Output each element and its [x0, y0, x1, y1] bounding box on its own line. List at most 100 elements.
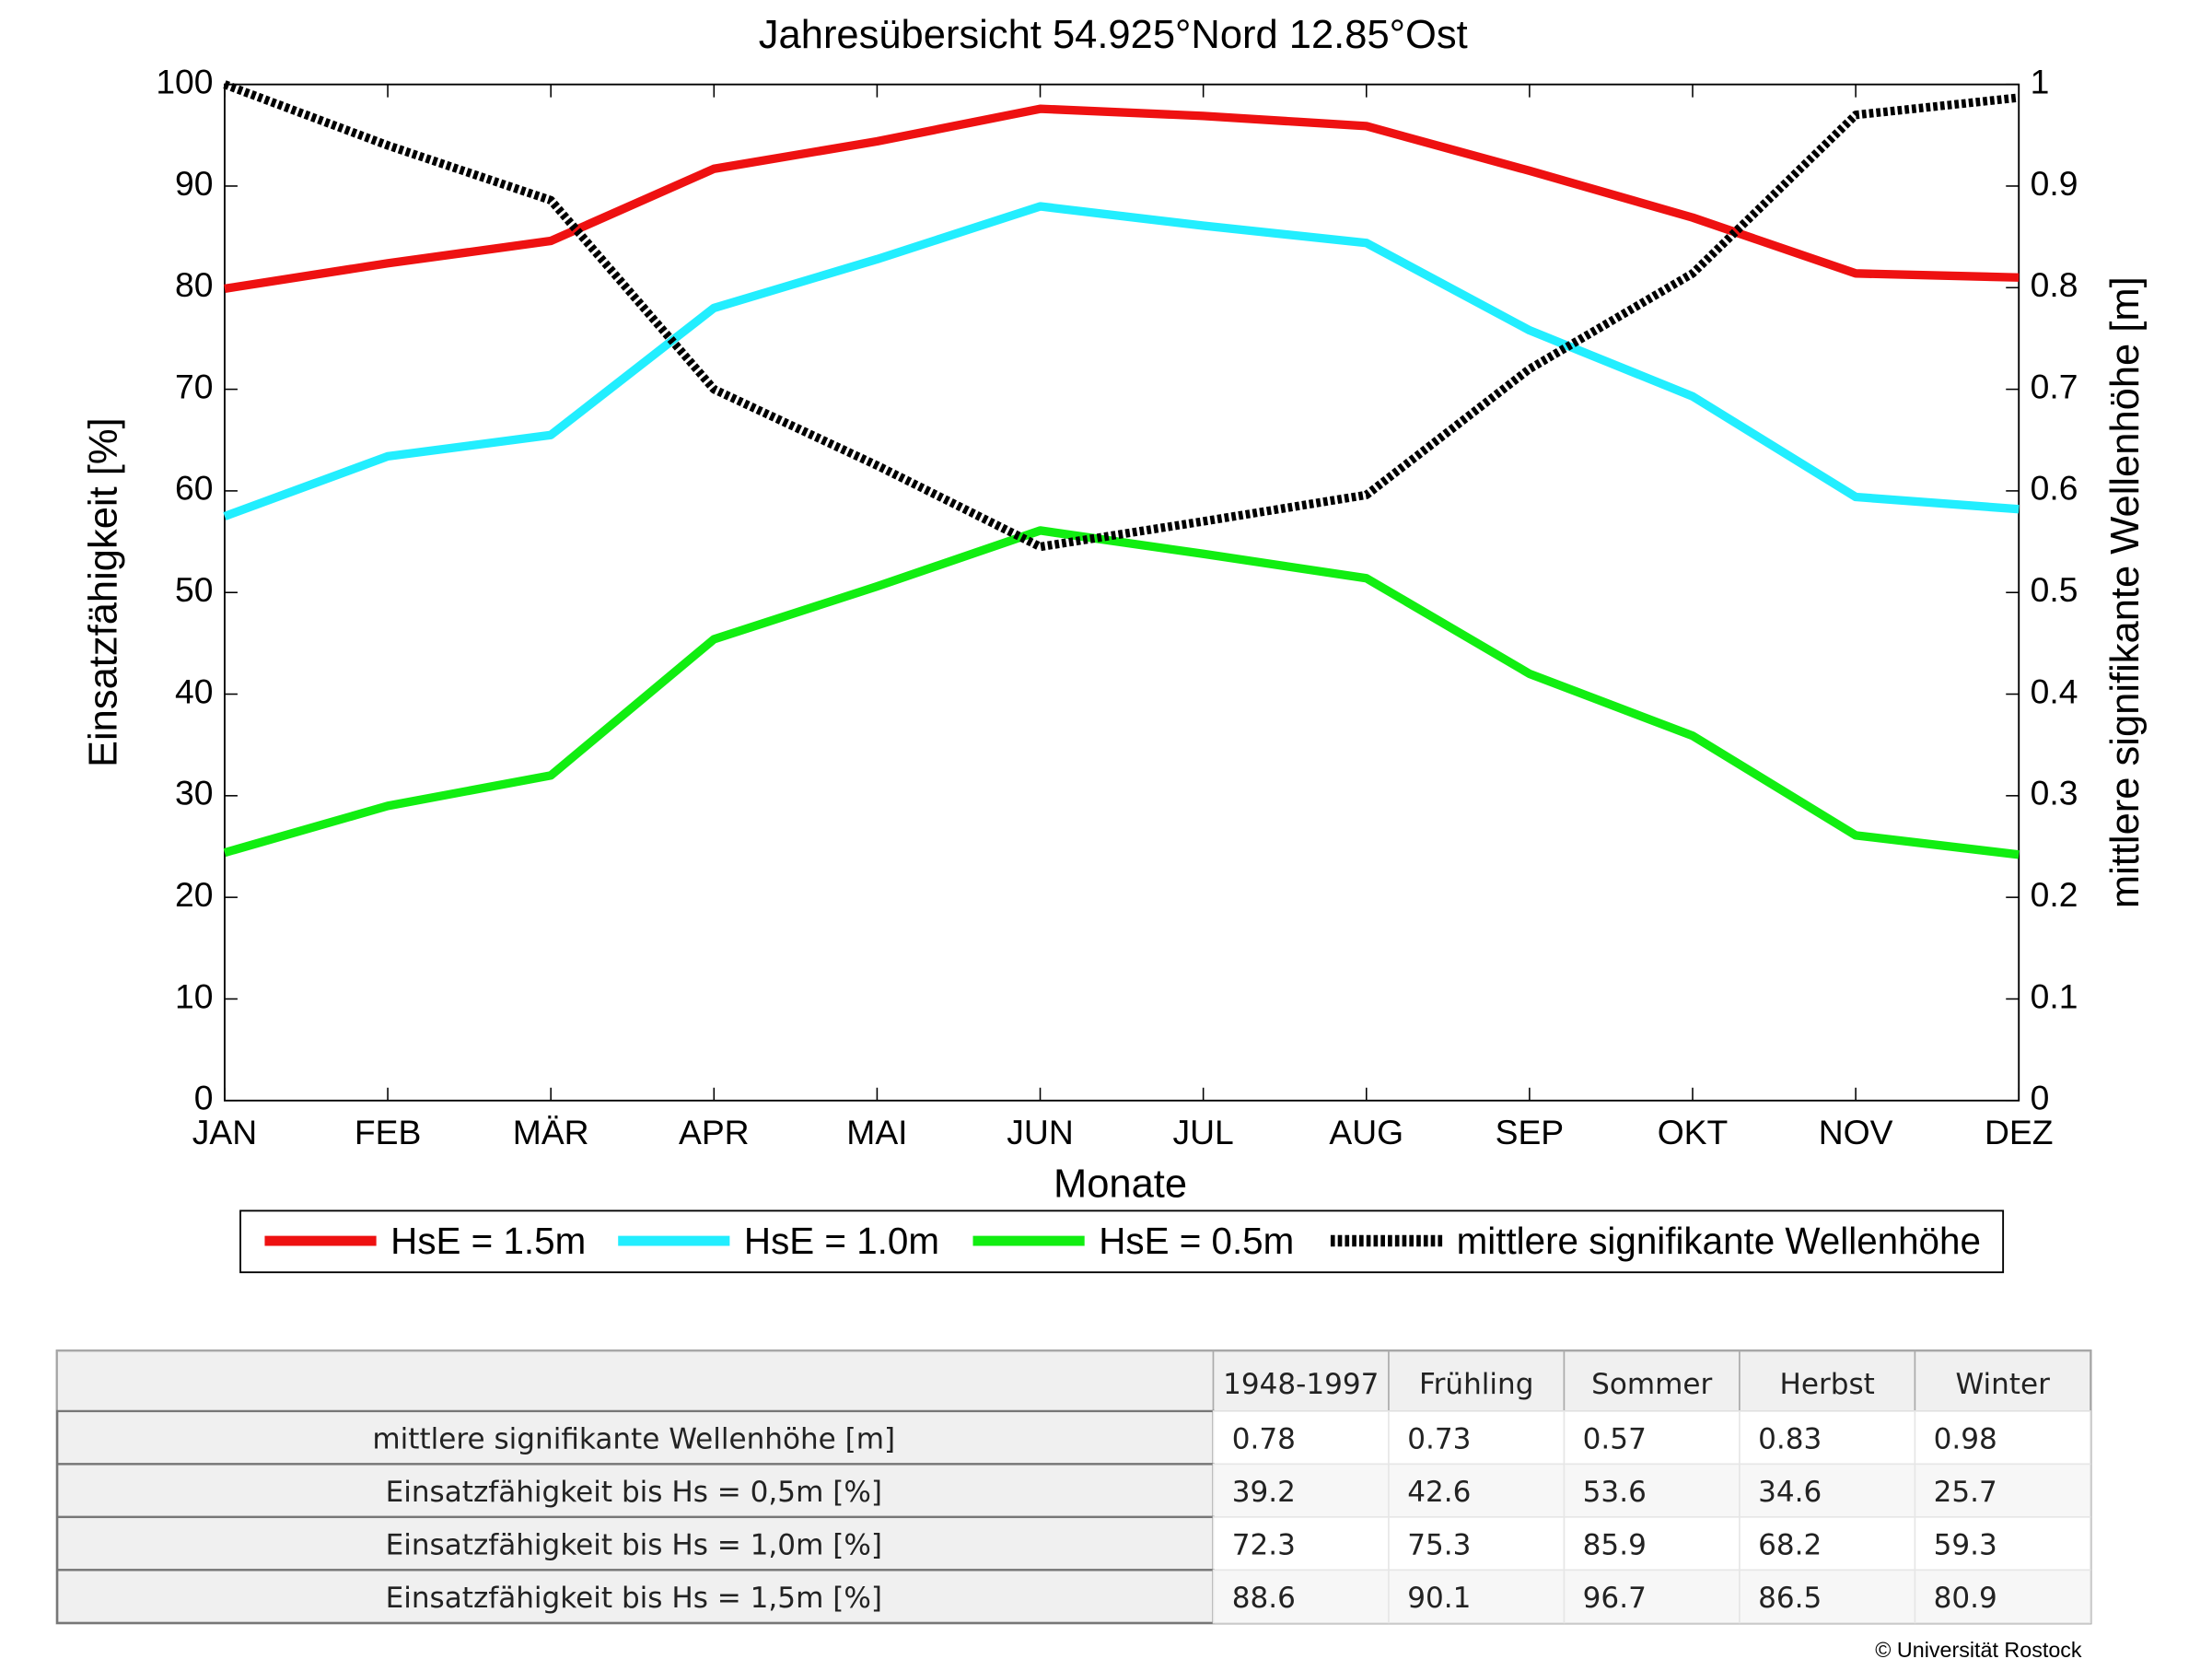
x-tick-label: MAI: [846, 1113, 907, 1151]
y-tick-label: 30: [175, 774, 213, 812]
x-tick-label: FEB: [355, 1113, 421, 1151]
table-row-header: [56, 1569, 1215, 1625]
table-cell: [1212, 1410, 1390, 1466]
y2-tick-label: 0.4: [2031, 672, 2078, 710]
table-value: 0.83: [1758, 1423, 1822, 1456]
table-cell: [1388, 1569, 1566, 1624]
y-tick-label: 50: [175, 570, 213, 609]
table-row-header: [56, 1409, 1215, 1466]
y-tick-label: 10: [175, 976, 213, 1015]
table-header: Frühling: [1419, 1368, 1533, 1401]
table-value: 90.1: [1407, 1582, 1471, 1615]
legend-label: mittlere signifikante Wellenhöhe: [1457, 1220, 1981, 1262]
table-header: Herbst: [1780, 1368, 1875, 1401]
table-cell: [1914, 1410, 2091, 1466]
table-value: 80.9: [1934, 1582, 1997, 1615]
y-tick-label: 60: [175, 469, 213, 508]
legend-label: HsE = 1.5m: [390, 1220, 586, 1262]
table-cell: [1388, 1463, 1566, 1518]
table-cell: [1212, 1463, 1390, 1518]
y2-tick-label: 1: [2031, 63, 2050, 101]
table-value: 0.57: [1583, 1423, 1647, 1456]
table-row-label: Einsatzfähigkeit bis Hs = 1,5m [%]: [386, 1582, 882, 1615]
x-tick-label: OKT: [1658, 1113, 1729, 1151]
y-tick-label: 90: [175, 164, 213, 203]
series-line: [223, 80, 2020, 552]
table-value: 0.73: [1407, 1423, 1471, 1456]
series-line: [223, 526, 2020, 859]
y2-tick-label: 0.9: [2031, 164, 2078, 203]
chart-title: Jahresübersicht 54.925°Nord 12.85°Ost: [759, 13, 1468, 57]
table-cell: [1388, 1410, 1566, 1466]
table-header-cell: [1563, 1349, 1740, 1412]
footer: © Universität Rostock: [1875, 1638, 2082, 1659]
y-tick-label: 70: [175, 367, 213, 405]
y2-tick-label: 0.7: [2031, 367, 2078, 405]
table-value: 42.6: [1407, 1476, 1471, 1509]
y-tick-label: 80: [175, 265, 213, 304]
x-tick-label: SEP: [1496, 1113, 1565, 1151]
x-tick-label: MÄR: [513, 1113, 589, 1151]
table-value: 0.98: [1934, 1423, 1997, 1456]
x-tick-label: APR: [679, 1113, 750, 1151]
table-row-label: Einsatzfähigkeit bis Hs = 1,0m [%]: [386, 1529, 882, 1562]
table-header: Winter: [1955, 1368, 2050, 1401]
y2-tick-label: 0.2: [2031, 875, 2078, 914]
table-value: 59.3: [1934, 1529, 1997, 1562]
y-tick-label: 100: [156, 63, 213, 101]
table-cell: [1563, 1410, 1740, 1466]
y2-tick-label: 0.6: [2031, 469, 2078, 508]
table-value: 34.6: [1758, 1476, 1822, 1509]
y2-tick-label: 0.5: [2031, 570, 2078, 609]
table-value: 25.7: [1934, 1476, 1997, 1509]
y2-tick-label: 0: [2031, 1079, 2050, 1117]
table-header-cell: [1739, 1349, 1916, 1412]
table-value: 53.6: [1583, 1476, 1647, 1509]
table-cell: [1914, 1516, 2091, 1571]
y-tick-label: 0: [194, 1079, 214, 1117]
legend-label: HsE = 1.0m: [744, 1220, 939, 1262]
x-tick-label: JUN: [1007, 1113, 1073, 1151]
table-header: Sommer: [1591, 1368, 1712, 1401]
table-header-corner: [56, 1349, 1215, 1412]
table-header-cell: [1388, 1349, 1566, 1412]
y2-tick-label: 0.3: [2031, 774, 2078, 812]
table-cell: [1914, 1463, 2091, 1518]
table-cell: [1212, 1569, 1390, 1624]
table-row-label: Einsatzfähigkeit bis Hs = 0,5m [%]: [386, 1476, 882, 1509]
x-axis-label: Monate: [1054, 1162, 1187, 1206]
table-value: 68.2: [1758, 1529, 1822, 1562]
table-value: 39.2: [1232, 1476, 1296, 1509]
x-tick-label: AUG: [1329, 1113, 1403, 1151]
table-cell: [1563, 1569, 1740, 1624]
y2-tick-label: 0.1: [2031, 976, 2078, 1015]
x-tick-label: NOV: [1819, 1113, 1893, 1151]
table-value: 88.6: [1232, 1582, 1296, 1615]
table-header: 1948-1997: [1223, 1368, 1379, 1401]
table-value: 96.7: [1583, 1582, 1647, 1615]
x-tick-label: JUL: [1173, 1113, 1234, 1151]
y-axis-label: Einsatzfähigkeit [%]: [81, 417, 125, 767]
series-line: [223, 202, 2020, 520]
y-tick-label: 20: [175, 875, 213, 914]
legend-box: [239, 1209, 2005, 1274]
y2-tick-label: 0.8: [2031, 265, 2078, 304]
table-row-label: mittlere signifikante Wellenhöhe [m]: [372, 1423, 895, 1456]
table-value: 85.9: [1583, 1529, 1647, 1562]
table-value: 0.78: [1232, 1423, 1296, 1456]
x-tick-label: JAN: [192, 1113, 257, 1151]
table-cell: [1739, 1569, 1916, 1624]
table-cell: [1914, 1569, 2091, 1624]
table-cell: [1739, 1516, 1916, 1571]
table-cell: [1563, 1463, 1740, 1518]
table-header-cell: [1914, 1349, 2091, 1412]
table-value: 75.3: [1407, 1529, 1471, 1562]
x-tick-label: DEZ: [1985, 1113, 2054, 1151]
legend-label: HsE = 0.5m: [1099, 1220, 1294, 1262]
table-value: 72.3: [1232, 1529, 1296, 1562]
y2-axis-label: mittlere signifikante Wellenhöhe [m]: [2103, 276, 2148, 908]
series-line: [224, 104, 2020, 293]
y-tick-label: 40: [175, 672, 213, 710]
table-value: 86.5: [1758, 1582, 1822, 1615]
